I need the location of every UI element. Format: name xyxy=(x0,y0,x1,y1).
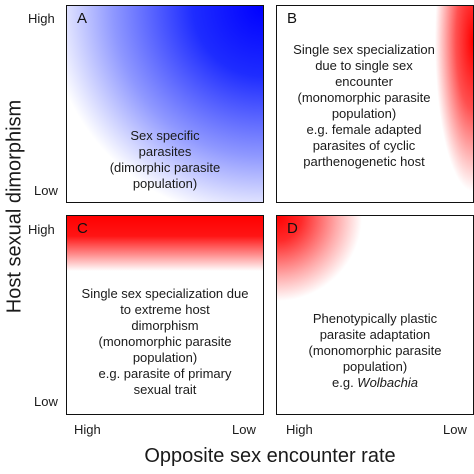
panel-a: A Sex specific parasites (dimorphic para… xyxy=(66,5,264,203)
panel-b-line: due to single sex xyxy=(315,58,413,73)
panel-c-line: population) xyxy=(132,350,198,365)
y-tick-high-bottom: High xyxy=(28,222,55,237)
x-tick-high-right: High xyxy=(286,422,313,437)
y-tick-low-top: Low xyxy=(34,183,58,198)
panel-d: D Phenotypically plastic parasite adapta… xyxy=(276,215,474,415)
panel-b-line: (monomorphic parasite xyxy=(297,90,431,105)
panel-b: B Single sex specialization due to singl… xyxy=(276,5,474,203)
y-tick-high-top: High xyxy=(28,11,55,26)
y-tick-low-bottom: Low xyxy=(34,394,58,409)
panel-b-line: population) xyxy=(331,106,397,121)
y-axis-label: Host sexual dimorphism xyxy=(3,99,26,314)
panel-c: C Single sex specialization due to extre… xyxy=(66,215,264,415)
panel-c-line: dimorphism xyxy=(131,318,199,333)
panel-a-text: Sex specific parasites (dimorphic parasi… xyxy=(67,128,263,192)
x-tick-low-right: Low xyxy=(443,422,467,437)
panel-b-line: parasites of cyclic xyxy=(312,138,416,153)
panel-b-text: Single sex specialization due to single … xyxy=(277,42,451,170)
panel-d-example-prefix: e.g. xyxy=(332,375,358,390)
panel-d-line: parasite adaptation xyxy=(319,327,431,342)
x-axis-label: Opposite sex encounter rate xyxy=(144,445,396,467)
panel-b-line: parthenogenetic host xyxy=(303,154,425,169)
panel-d-line: population) xyxy=(342,359,408,374)
panel-c-line: Single sex specialization due xyxy=(81,286,249,301)
panel-d-letter: D xyxy=(287,220,298,237)
panel-c-line: sexual trait xyxy=(133,382,197,397)
panel-a-line: parasites xyxy=(138,144,192,159)
panel-d-example: e.g. Wolbachia xyxy=(277,375,473,391)
panel-d-example-italic: Wolbachia xyxy=(357,375,418,390)
panel-b-line: e.g. female adapted xyxy=(306,122,422,137)
x-tick-low-left: Low xyxy=(232,422,256,437)
panel-d-text: Phenotypically plastic parasite adaptati… xyxy=(277,311,473,391)
panel-c-letter: C xyxy=(77,220,88,237)
panel-c-line: to extreme host xyxy=(120,302,210,317)
panel-b-line: encounter xyxy=(335,74,393,89)
panel-c-line: e.g. parasite of primary xyxy=(98,366,232,381)
x-tick-high-left: High xyxy=(74,422,101,437)
panel-b-line: Single sex specialization xyxy=(293,42,435,57)
panel-a-line: Sex specific xyxy=(130,128,200,143)
panel-c-text: Single sex specialization due to extreme… xyxy=(67,286,263,398)
panel-a-line: (dimorphic parasite xyxy=(109,160,221,175)
panel-b-letter: B xyxy=(287,10,298,27)
panel-a-line: population) xyxy=(132,176,198,191)
panel-d-line: (monomorphic parasite xyxy=(308,343,442,358)
panel-c-line: (monomorphic parasite xyxy=(98,334,232,349)
panel-a-letter: A xyxy=(77,10,88,27)
panel-d-line: Phenotypically plastic xyxy=(312,311,438,326)
